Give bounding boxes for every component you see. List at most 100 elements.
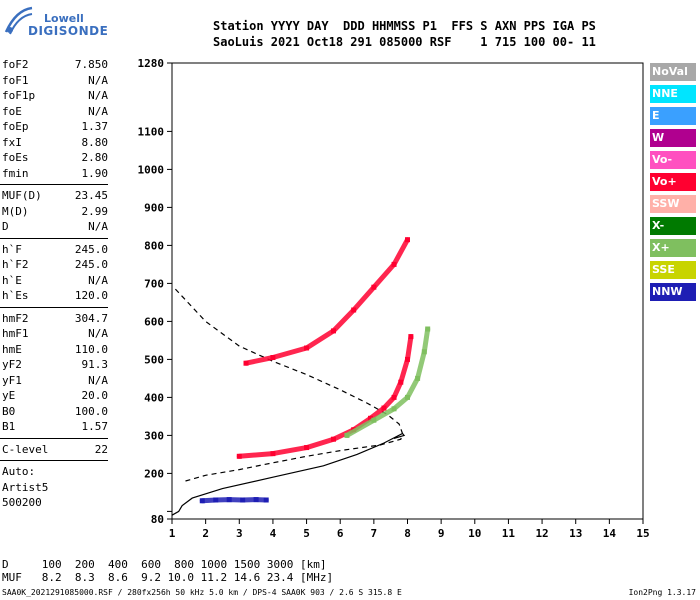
trace-point [391,394,397,400]
distance-row: D 100 200 400 600 800 1000 1500 3000 [km… [2,558,327,571]
param-value: N/A [88,89,108,102]
legend-item-e: E [650,107,696,125]
legend-item-nne: NNE [650,85,696,103]
param-key: C-level [2,442,49,456]
param-key: yE [2,389,16,402]
y-tick-label: 500 [144,353,164,366]
trace-point [199,498,205,504]
legend-item-ssw: SSW [650,195,696,213]
separator [0,460,108,461]
y-tick-label: 1100 [138,125,165,138]
separator [0,306,108,308]
separator [0,184,108,185]
param-row-fof1p: foF1p N/A [0,88,108,104]
param-key: foE [2,104,22,118]
y-tick-label: 700 [144,277,164,290]
param-value: N/A [88,220,108,233]
param-value: 23.45 [74,189,108,202]
param-row-fmin: fmin 1.90 [0,166,108,182]
param-value: 245.0 [74,258,108,271]
param-row-foep: foEp 1.37 [0,119,108,135]
param-row-d: D N/A [0,219,108,235]
param-value: 2.99 [81,204,109,218]
legend-item-vo: Vo- [650,151,696,169]
param-row-clevel: C-level 22 [0,442,108,458]
param-key: fxI [2,135,22,149]
station-header: Station YYYY DAY DDD HHMMSS P1 FFS S AXN… [213,18,596,50]
param-row-yf2: yF2 91.3 [0,357,108,373]
param-row-hf: h`F 245.0 [0,242,108,258]
param-value: 8.80 [81,135,109,149]
param-value: N/A [88,273,108,287]
param-value: 304.7 [74,311,108,325]
trace-point [405,394,410,400]
param-value: N/A [88,373,108,387]
param-row-ye: yE 20.0 [0,388,108,404]
profile-dashed-curve [174,288,404,482]
param-key: foF1 [2,73,29,87]
logo-line1: Lowell [44,12,84,25]
trace-point [405,356,410,362]
param-row-md: M(D) 2.99 [0,204,108,220]
header-line1: Station YYYY DAY DDD HHMMSS P1 FFS S AXN… [213,19,596,33]
trace-point [304,445,310,451]
trace-point [415,375,421,381]
param-row-hf2: h`F2 245.0 [0,257,108,273]
trace-point [243,360,249,366]
y-tick-label: 400 [144,391,164,404]
parameter-panel: foF2 7.850 foF1 N/A foF1p N/A foE N/A foEp 1.37 fx… [0,57,108,511]
y-tick-label: 300 [144,429,164,442]
param-value: 120.0 [74,289,108,302]
param-row-yf1: yF1 N/A [0,373,108,389]
y-tick-label: 900 [144,201,164,214]
param-value: 1.57 [81,420,109,433]
legend-item-x: X- [650,217,696,235]
trace-point [391,406,397,412]
separator [0,437,108,439]
file-info-footer: SAA0K_2021291085000.RSF / 280fx256h 50 k… [2,588,402,597]
trace-point [367,415,373,421]
param-row-foe: foE N/A [0,104,108,120]
trace-point [226,497,232,503]
param-key: fmin [2,166,29,180]
trace-point [330,436,336,442]
param-row-fof2: foF2 7.850 [0,57,108,73]
legend-item-noval: NoVal [650,63,696,81]
param-key: B1 [2,420,16,433]
param-key: hmF1 [2,327,29,340]
param-value: N/A [88,73,108,87]
muf-row: MUF 8.2 8.3 8.6 9.2 10.0 11.2 14.6 23.4 … [2,571,334,584]
param-value: 110.0 [74,342,108,356]
param-row-fof1: foF1 N/A [0,73,108,89]
antenna-icon [4,6,33,35]
param-value: N/A [88,327,108,340]
trace-point [270,451,276,457]
param-row-he: h`E N/A [0,273,108,289]
trace-point [240,497,246,503]
y-tick-label: 1000 [138,163,165,176]
trace-point [408,334,414,340]
legend-item-nnw: NNW [650,283,696,301]
y-tick-label: 1280 [138,57,165,70]
auto-line: Artist5 [2,480,49,494]
x-tick-label: 15 [636,527,649,540]
y-tick-label: 800 [144,239,164,252]
param-key: hmF2 [2,311,29,325]
x-tick-label: 13 [569,527,582,540]
param-key: foEs [2,151,29,164]
x-tick-label: 4 [270,527,277,540]
lowell-digisonde-logo: Lowell DIGISONDE [4,4,108,46]
x-tick-label: 3 [236,527,243,540]
param-value: 91.3 [81,358,109,371]
trace-point [344,432,350,438]
trace-point [263,497,269,503]
trace-point [330,328,336,334]
legend: NoVal NNE E W Vo- Vo+ SSW X- X+ SSE NNW [650,63,696,305]
trace-point [371,417,377,423]
x-tick-label: 11 [502,527,516,540]
y-tick-label: 600 [144,315,164,328]
legend-item-vo: Vo+ [650,173,696,191]
trace-point [270,355,276,360]
x-tick-label: 7 [371,527,378,540]
